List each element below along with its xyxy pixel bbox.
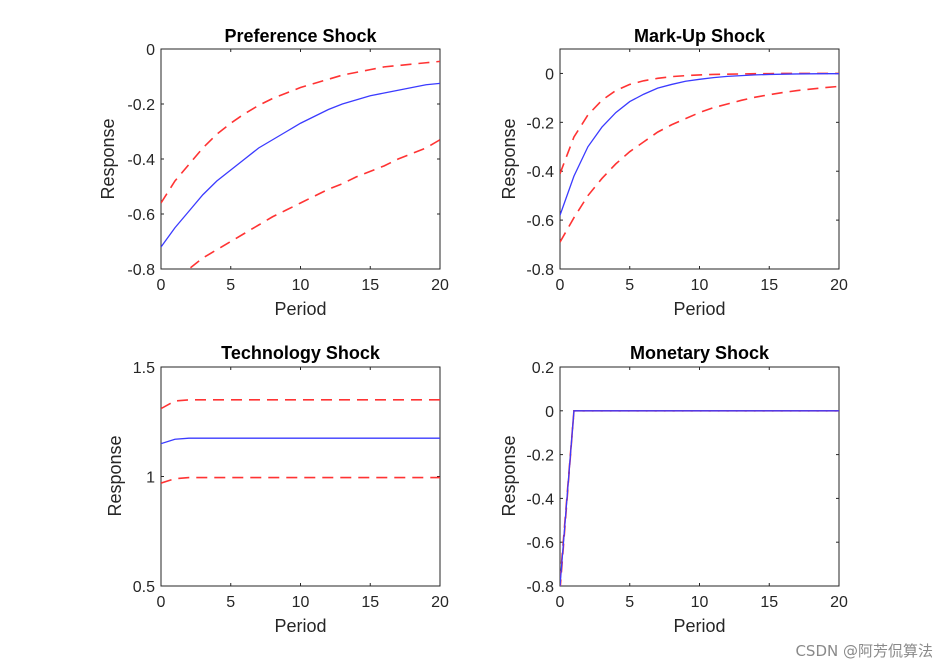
x-tick-label: 5: [226, 277, 235, 294]
impulse-response-line: [560, 73, 839, 216]
x-axis-label: Period: [673, 299, 725, 319]
chart-title: Mark-Up Shock: [634, 26, 766, 46]
confidence-band-line: [161, 399, 440, 410]
y-tick-label: -0.8: [127, 262, 155, 279]
x-tick-label: 0: [157, 594, 166, 611]
ticks: 0 5 10 15 20 -0.8 -0.6 -0.4 -0.2 0: [127, 42, 449, 294]
x-tick-label: 15: [361, 277, 379, 294]
ticks: 0 5 10 15 20 0.5 1 1.5: [133, 360, 449, 611]
y-tick-label: -0.8: [526, 262, 554, 279]
y-axis-label: Response: [499, 118, 519, 199]
x-tick-label: 5: [625, 594, 634, 611]
y-tick-label: 0: [545, 404, 554, 421]
ticks: 0 5 10 15 20 -0.8 -0.6 -0.4 -0.2 0 0.2: [526, 360, 848, 611]
confidence-band-line: [161, 60, 440, 204]
x-tick-label: 0: [556, 594, 565, 611]
y-tick-label: 1.5: [133, 360, 155, 377]
x-tick-label: 20: [431, 277, 449, 294]
y-tick-label: -0.4: [127, 152, 155, 169]
y-axis-label: Response: [499, 435, 519, 516]
y-tick-label: 0: [545, 66, 554, 83]
panel-monetary-shock: Monetary Shock Period Response 0 5 10 15 20 -…: [499, 343, 848, 636]
x-tick-label: 10: [691, 277, 709, 294]
plot-area: [160, 48, 441, 270]
x-axis-label: Period: [673, 616, 725, 636]
series-layer: [161, 60, 440, 269]
x-axis-label: Period: [274, 299, 326, 319]
chart-title: Preference Shock: [224, 26, 377, 46]
y-tick-label: -0.2: [526, 115, 554, 132]
x-tick-label: 10: [292, 277, 310, 294]
y-tick-label: -0.4: [526, 164, 554, 181]
chart-title: Technology Shock: [221, 343, 381, 363]
plot-area: [559, 366, 840, 587]
x-tick-label: 20: [830, 594, 848, 611]
x-tick-label: 5: [226, 594, 235, 611]
x-tick-label: 15: [361, 594, 379, 611]
y-tick-label: -0.2: [526, 448, 554, 465]
x-tick-label: 15: [760, 277, 778, 294]
x-tick-label: 5: [625, 277, 634, 294]
confidence-band-line: [560, 85, 839, 243]
y-tick-label: -0.8: [526, 579, 554, 596]
y-tick-label: 0: [146, 42, 155, 59]
y-tick-label: -0.6: [526, 213, 554, 230]
impulse-response-line: [161, 437, 440, 445]
x-tick-label: 15: [760, 594, 778, 611]
chart-title: Monetary Shock: [630, 343, 770, 363]
panel-preference-shock: Preference Shock Period Response 0 5 10 15 2…: [98, 26, 449, 319]
y-axis-label: Response: [105, 435, 125, 516]
panel-technology-shock: Technology Shock Period Response 0 5 10 15 2…: [105, 343, 449, 636]
y-tick-label: -0.6: [127, 207, 155, 224]
x-tick-label: 20: [431, 594, 449, 611]
impulse-response-line: [560, 410, 839, 586]
y-tick-label: 0.2: [532, 360, 554, 377]
confidence-band-line: [560, 72, 839, 174]
y-tick-label: 1: [146, 470, 155, 487]
y-tick-label: 0.5: [133, 579, 155, 596]
ticks: 0 5 10 15 20 -0.8 -0.6 -0.4 -0.2 0: [526, 49, 848, 294]
x-tick-label: 0: [556, 277, 565, 294]
x-axis-label: Period: [274, 616, 326, 636]
y-tick-label: -0.4: [526, 491, 554, 508]
plot-area: [160, 366, 441, 587]
y-tick-label: -0.6: [526, 535, 554, 552]
watermark: CSDN @阿芳侃算法: [795, 642, 933, 660]
plot-area: [559, 48, 840, 270]
x-tick-label: 20: [830, 277, 848, 294]
panel-markup-shock: Mark-Up Shock Period Response 0 5 10 15 20 -0…: [499, 26, 848, 319]
x-tick-label: 10: [292, 594, 310, 611]
series-layer: [560, 409, 839, 586]
series-layer: [560, 72, 839, 243]
y-tick-label: -0.2: [127, 97, 155, 114]
confidence-band-line: [187, 139, 440, 269]
x-tick-label: 0: [157, 277, 166, 294]
y-axis-label: Response: [98, 118, 118, 199]
series-layer: [161, 399, 440, 484]
x-tick-label: 10: [691, 594, 709, 611]
impulse-response-line: [161, 82, 440, 248]
